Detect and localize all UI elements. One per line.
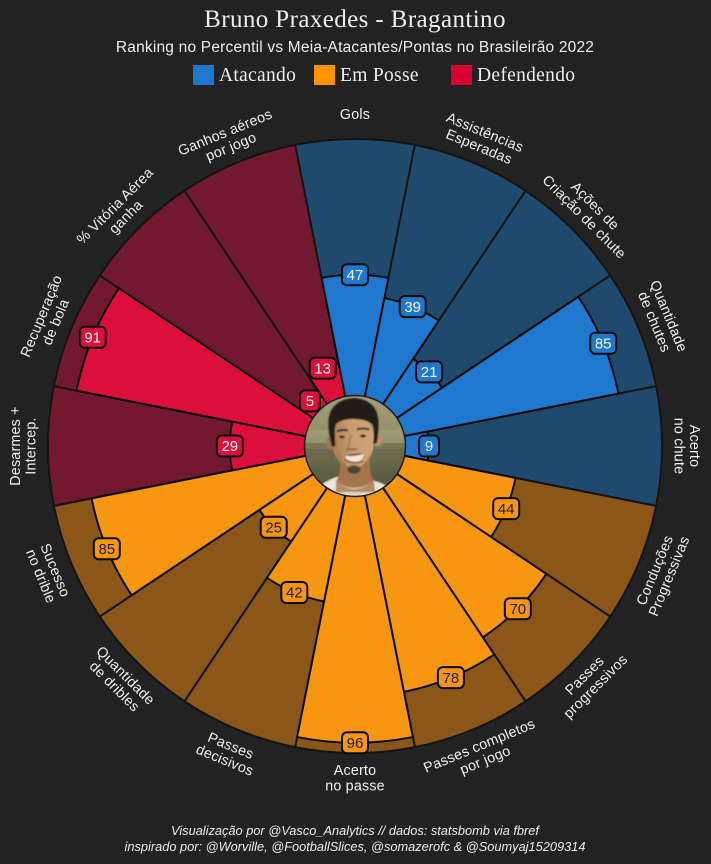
svg-text:29: 29 xyxy=(221,438,238,455)
svg-text:39: 39 xyxy=(404,299,421,316)
svg-text:inspirado por: @Worville, @Foo: inspirado por: @Worville, @FootballSlice… xyxy=(125,839,586,854)
svg-text:47: 47 xyxy=(347,267,364,284)
svg-text:91: 91 xyxy=(84,330,101,347)
svg-text:70: 70 xyxy=(509,601,526,618)
svg-text:9: 9 xyxy=(425,438,433,455)
svg-text:42: 42 xyxy=(286,585,303,602)
svg-text:5: 5 xyxy=(306,393,314,410)
svg-text:96: 96 xyxy=(347,735,364,752)
svg-text:Gols: Gols xyxy=(340,107,370,123)
svg-text:13: 13 xyxy=(314,360,331,377)
svg-text:Em Posse: Em Posse xyxy=(340,65,419,86)
svg-text:25: 25 xyxy=(265,520,282,537)
svg-text:Defendendo: Defendendo xyxy=(477,65,575,86)
svg-text:Desarmes +Intercep.: Desarmes +Intercep. xyxy=(8,406,40,485)
svg-text:Bruno Praxedes - Bragantino: Bruno Praxedes - Bragantino xyxy=(204,6,506,33)
svg-text:44: 44 xyxy=(498,501,515,518)
svg-text:85: 85 xyxy=(98,541,115,558)
svg-text:78: 78 xyxy=(443,670,460,687)
svg-text:Acertono chute: Acertono chute xyxy=(670,418,702,474)
svg-text:85: 85 xyxy=(595,335,612,352)
svg-text:Visualização por @Vasco_Analyt: Visualização por @Vasco_Analytics // dad… xyxy=(171,823,540,838)
svg-text:Acertono passe: Acerto no passe xyxy=(325,763,385,795)
svg-text:Atacando: Atacando xyxy=(219,65,296,86)
svg-text:21: 21 xyxy=(421,364,438,381)
svg-text:Ranking no Percentil vs Meia-A: Ranking no Percentil vs Meia-Atacantes/P… xyxy=(116,39,594,56)
